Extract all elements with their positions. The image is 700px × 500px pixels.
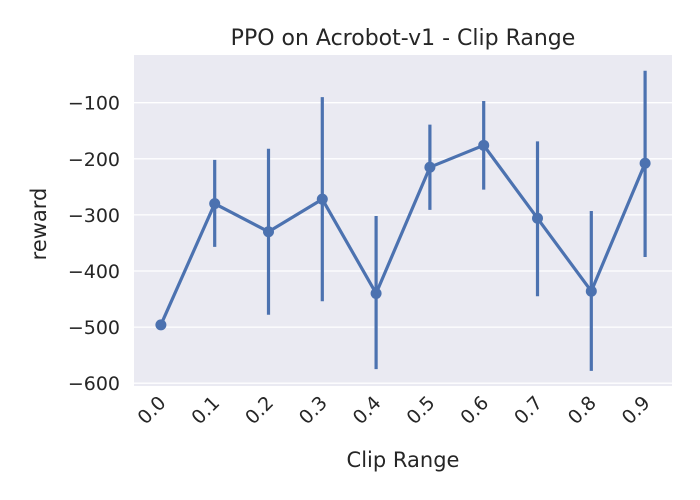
y-tick-labels: −600 −500 −400 −300 −200 −100 xyxy=(68,93,120,396)
x-tick-label: 0.2 xyxy=(241,392,278,429)
x-tick-label: 0.5 xyxy=(403,392,440,429)
y-tick-label: −300 xyxy=(68,205,120,227)
x-tick-label: 0.9 xyxy=(618,392,655,429)
y-tick-label: −500 xyxy=(68,317,120,339)
x-tick-label: 0.3 xyxy=(295,392,332,429)
data-point xyxy=(370,287,382,299)
x-tick-labels: 0.0 0.1 0.2 0.3 0.4 0.5 0.6 0.7 0.8 0.9 xyxy=(134,392,655,429)
series-line xyxy=(159,143,647,326)
x-tick-label: 0.6 xyxy=(456,392,493,429)
x-tick-label: 0.4 xyxy=(349,392,386,429)
data-point xyxy=(263,226,274,238)
data-point xyxy=(316,193,328,205)
data-point xyxy=(639,157,651,169)
data-point xyxy=(532,212,543,224)
y-tick-label: −200 xyxy=(68,149,120,171)
data-point xyxy=(478,139,490,151)
y-axis-label: reward xyxy=(27,188,51,261)
series-lines xyxy=(159,143,647,326)
data-point xyxy=(155,319,167,331)
data-point xyxy=(585,285,597,297)
x-axis-label: Clip Range xyxy=(347,448,460,472)
x-tick-label: 0.0 xyxy=(134,392,171,429)
grid-lines xyxy=(134,102,672,384)
y-tick-label: −600 xyxy=(68,373,120,395)
data-points xyxy=(155,139,651,331)
x-tick-label: 0.1 xyxy=(187,392,224,429)
data-point xyxy=(424,161,436,173)
plot-area xyxy=(134,55,672,386)
data-point xyxy=(209,198,221,210)
x-tick-label: 0.8 xyxy=(564,392,601,429)
y-tick-label: −100 xyxy=(68,93,120,115)
x-tick-label: 0.7 xyxy=(510,392,547,429)
y-tick-label: −400 xyxy=(68,261,120,283)
chart-title: PPO on Acrobot-v1 - Clip Range xyxy=(231,26,576,51)
